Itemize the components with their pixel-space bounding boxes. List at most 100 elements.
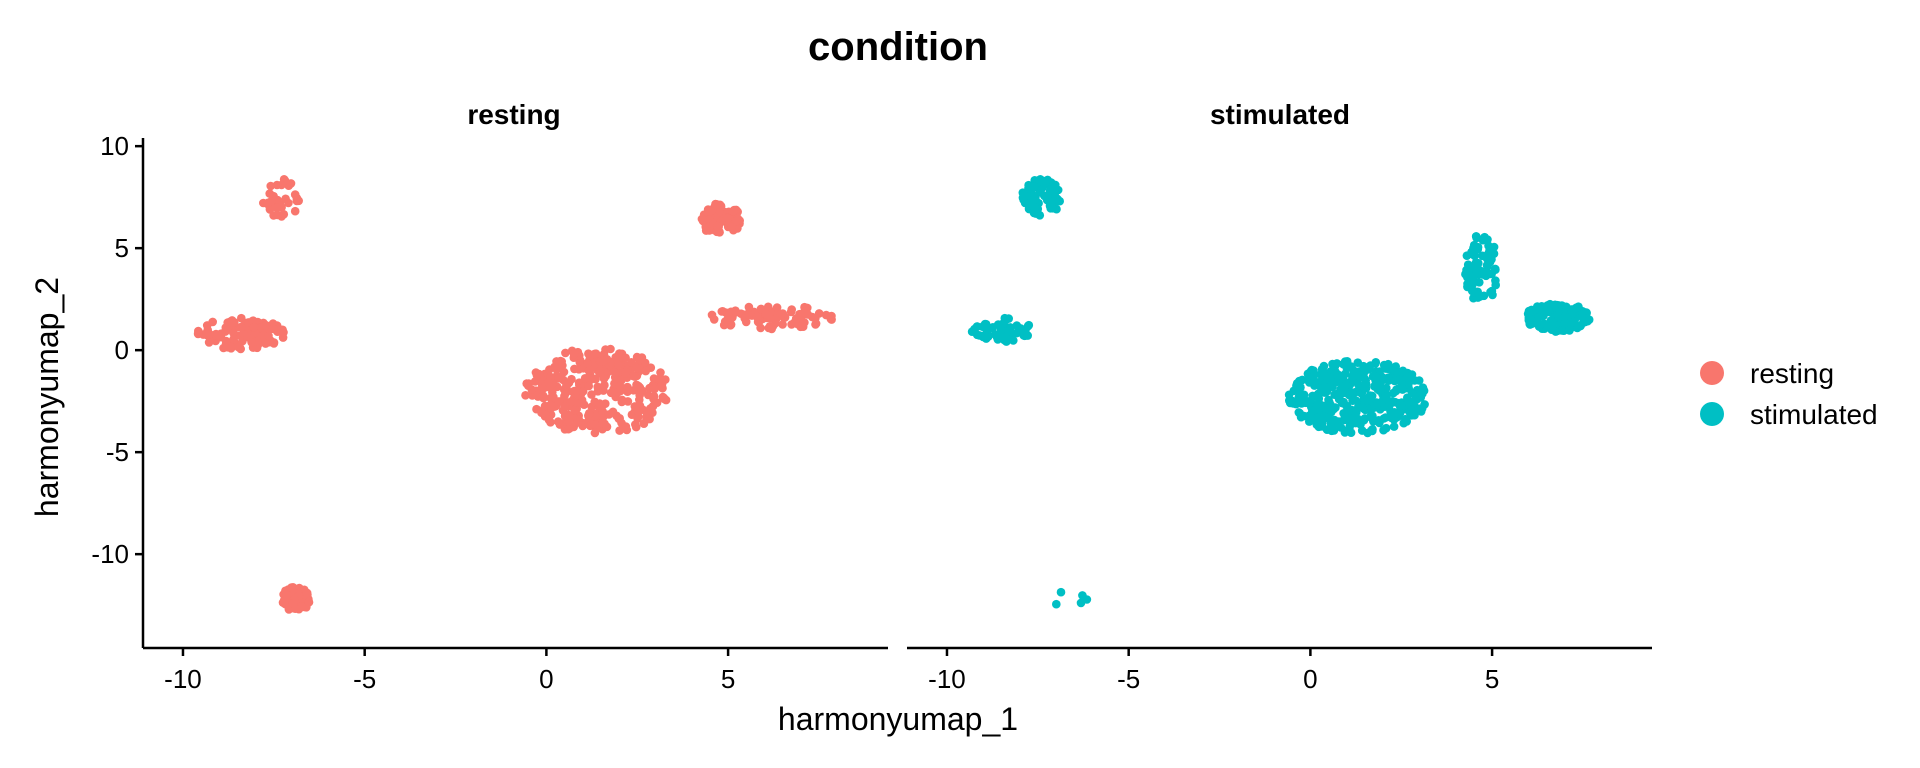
data-point-stimulated-cluster-3 [1340,414,1349,424]
data-point-resting-cluster-5 [772,303,782,312]
data-point-resting-cluster-3 [600,380,609,390]
data-point-resting-cluster-3 [539,393,548,403]
y-tick-label: 10 [100,131,129,161]
x-tick-label: -5 [1117,664,1140,694]
data-point-resting-cluster-0 [281,194,290,204]
data-point-stimulated-cluster-4 [1469,243,1478,253]
data-point-resting-cluster-3 [659,393,669,403]
data-point-stimulated-cluster-5 [1544,306,1554,315]
data-point-resting-cluster-1 [221,336,231,346]
chart-title: condition [808,25,988,69]
data-point-resting-cluster-5 [811,319,821,328]
data-point-stimulated-cluster-3 [1397,367,1406,377]
data-point-resting-cluster-0 [266,181,276,191]
data-point-stimulated-cluster-3 [1387,397,1397,406]
data-point-stimulated-cluster-3 [1407,374,1416,384]
data-point-resting-cluster-4 [729,206,738,216]
data-point-resting-cluster-0 [279,210,289,219]
data-point-stimulated-cluster-3 [1376,382,1386,392]
x-axis-stimulated: -10 -5 0 5 [907,646,1652,694]
data-point-resting-cluster-3 [584,349,593,359]
data-point-resting-cluster-4 [705,207,714,216]
data-point-resting-cluster-3 [554,397,564,406]
data-point-stimulated-cluster-2 [1082,595,1092,604]
data-point-stimulated-cluster-3 [1365,391,1375,400]
legend-label-stimulated: stimulated [1750,399,1878,430]
data-point-stimulated-cluster-2 [1056,587,1066,597]
data-point-resting-cluster-3 [650,384,659,394]
data-point-resting-cluster-3 [649,374,659,383]
data-point-resting-cluster-3 [553,417,563,426]
x-axis-label: harmonyumap_1 [778,701,1018,737]
legend: resting stimulated [1700,358,1878,430]
data-point-stimulated-cluster-4 [1468,272,1478,282]
data-point-resting-cluster-0 [290,206,300,216]
data-point-stimulated-cluster-3 [1354,402,1363,412]
data-point-stimulated-cluster-3 [1296,412,1306,422]
data-point-resting-cluster-2 [288,599,298,608]
data-point-resting-cluster-3 [572,386,582,396]
data-point-resting-cluster-2 [302,588,312,598]
data-point-resting-cluster-0 [277,180,286,190]
data-point-resting-cluster-3 [635,355,645,364]
legend-label-resting: resting [1750,358,1834,389]
data-point-resting-cluster-3 [546,400,555,410]
data-point-stimulated-cluster-0 [1050,187,1059,196]
data-point-resting-cluster-5 [767,324,776,334]
data-point-stimulated-cluster-3 [1381,392,1391,401]
data-point-resting-cluster-3 [606,344,615,354]
data-point-resting-cluster-0 [263,198,273,208]
data-point-stimulated-cluster-3 [1397,380,1406,390]
data-point-stimulated-cluster-5 [1539,311,1548,321]
data-point-resting-cluster-3 [567,374,576,384]
data-point-stimulated-cluster-1 [978,322,987,332]
data-point-stimulated-cluster-3 [1410,395,1420,405]
data-point-stimulated-cluster-3 [1325,373,1335,383]
data-point-resting-cluster-3 [546,418,555,427]
data-point-stimulated-cluster-3 [1342,401,1351,411]
data-point-stimulated-cluster-3 [1319,411,1328,421]
data-point-stimulated-cluster-1 [1001,333,1011,343]
data-point-stimulated-cluster-4 [1472,233,1481,243]
data-point-stimulated-cluster-3 [1404,397,1413,407]
data-point-resting-cluster-4 [732,216,741,226]
data-point-resting-cluster-3 [604,410,614,419]
y-tick-label: 5 [115,233,129,263]
x-tick-label: 0 [539,664,553,694]
data-point-resting-cluster-3 [656,368,665,377]
data-point-stimulated-cluster-3 [1310,370,1319,379]
data-point-resting-cluster-3 [615,426,624,435]
data-point-stimulated-cluster-3 [1305,417,1314,426]
data-point-stimulated-cluster-4 [1469,288,1479,297]
data-point-stimulated-cluster-4 [1485,269,1495,279]
data-point-resting-cluster-3 [532,370,542,380]
data-point-stimulated-cluster-3 [1381,423,1391,433]
data-point-stimulated-cluster-0 [1018,188,1028,197]
data-point-resting-cluster-3 [621,353,630,363]
x-tick-label: 0 [1303,664,1317,694]
x-tick-label: 5 [1485,664,1499,694]
data-point-resting-cluster-1 [248,316,258,326]
data-point-resting-cluster-5 [786,307,796,317]
data-point-stimulated-cluster-1 [1023,331,1032,340]
data-point-resting-cluster-3 [544,378,553,388]
data-point-resting-cluster-5 [731,308,741,317]
data-point-resting-cluster-3 [642,412,651,422]
data-point-stimulated-cluster-3 [1312,403,1321,413]
data-point-stimulated-cluster-3 [1314,394,1324,404]
data-point-stimulated-cluster-3 [1361,365,1370,375]
data-point-resting-cluster-5 [761,309,771,319]
data-point-stimulated-cluster-5 [1551,327,1560,336]
data-point-resting-cluster-3 [573,418,582,427]
data-point-stimulated-cluster-0 [1024,180,1033,190]
data-point-resting-cluster-5 [777,309,786,319]
data-point-stimulated-cluster-4 [1486,287,1495,297]
data-point-stimulated-cluster-3 [1410,410,1419,420]
data-point-stimulated-cluster-4 [1475,278,1484,287]
data-point-resting-cluster-3 [562,381,571,391]
data-point-resting-cluster-5 [723,314,733,324]
data-point-stimulated-cluster-1 [975,331,984,340]
data-point-resting-cluster-1 [205,329,214,339]
data-point-stimulated-cluster-5 [1568,308,1577,318]
